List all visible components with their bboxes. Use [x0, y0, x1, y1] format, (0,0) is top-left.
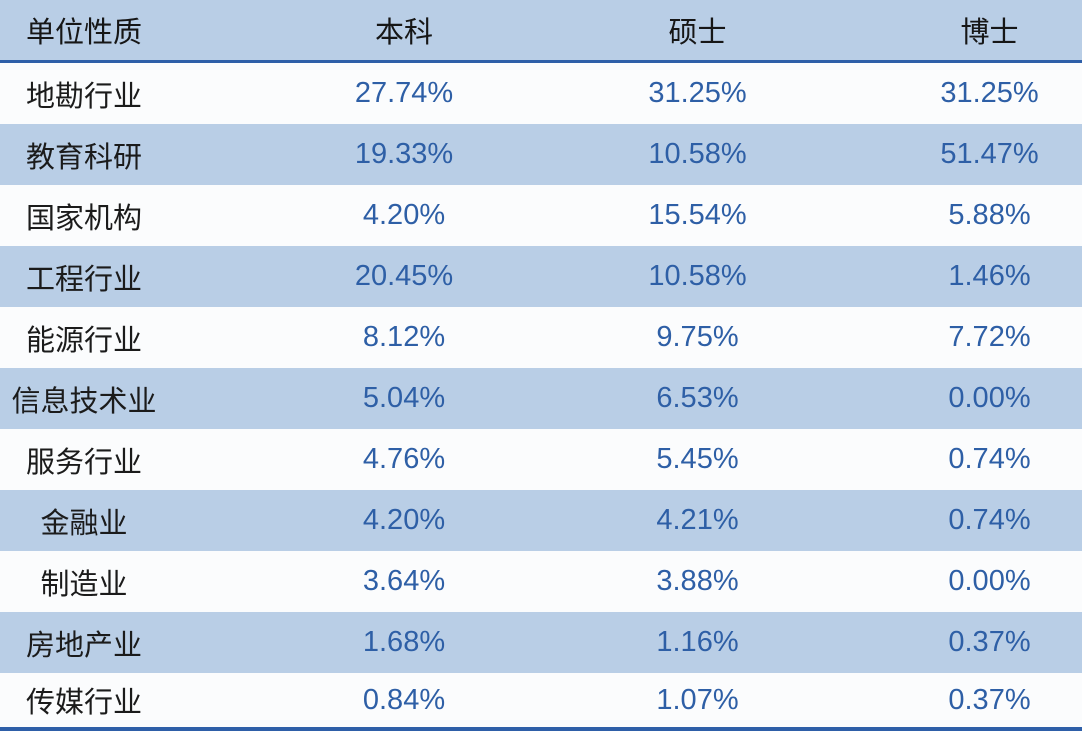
cell-value: 0.74% — [845, 490, 1082, 551]
header-row: 单位性质 本科 硕士 博士 — [0, 0, 1082, 63]
table-row: 制造业 3.64% 3.88% 0.00% — [0, 551, 1082, 612]
table-row: 房地产业 1.68% 1.16% 0.37% — [0, 612, 1082, 673]
column-header-bachelor: 本科 — [258, 0, 550, 63]
cell-value: 20.45% — [258, 246, 550, 307]
cell-value: 8.12% — [258, 307, 550, 368]
cell-value: 1.68% — [258, 612, 550, 673]
cell-value: 3.64% — [258, 551, 550, 612]
cell-value: 6.53% — [550, 368, 845, 429]
cell-value: 4.20% — [258, 490, 550, 551]
cell-value: 0.00% — [845, 368, 1082, 429]
cell-value: 31.25% — [845, 61, 1082, 124]
cell-value: 4.21% — [550, 490, 845, 551]
cell-value: 10.58% — [550, 124, 845, 185]
row-label: 工程行业 — [0, 246, 258, 307]
cell-value: 51.47% — [845, 124, 1082, 185]
cell-value: 0.84% — [258, 673, 550, 729]
table-row: 信息技术业 5.04% 6.53% 0.00% — [0, 368, 1082, 429]
cell-value: 5.45% — [550, 429, 845, 490]
cell-value: 10.58% — [550, 246, 845, 307]
row-label: 制造业 — [0, 551, 258, 612]
table-row: 服务行业 4.76% 5.45% 0.74% — [0, 429, 1082, 490]
column-header-doctor: 博士 — [845, 0, 1082, 63]
cell-value: 0.00% — [845, 551, 1082, 612]
row-label: 国家机构 — [0, 185, 258, 246]
cell-value: 5.04% — [258, 368, 550, 429]
row-label: 能源行业 — [0, 307, 258, 368]
cell-value: 1.07% — [550, 673, 845, 729]
cell-value: 15.54% — [550, 185, 845, 246]
table-row: 工程行业 20.45% 10.58% 1.46% — [0, 246, 1082, 307]
cell-value: 9.75% — [550, 307, 845, 368]
row-label: 金融业 — [0, 490, 258, 551]
cell-value: 3.88% — [550, 551, 845, 612]
cell-value: 31.25% — [550, 61, 845, 124]
table-row: 教育科研 19.33% 10.58% 51.47% — [0, 124, 1082, 185]
row-label: 地勘行业 — [0, 61, 258, 124]
column-header-master: 硕士 — [550, 0, 845, 63]
table-row: 传媒行业 0.84% 1.07% 0.37% — [0, 673, 1082, 729]
cell-value: 27.74% — [258, 61, 550, 124]
cell-value: 19.33% — [258, 124, 550, 185]
cell-value: 5.88% — [845, 185, 1082, 246]
cell-value: 0.37% — [845, 612, 1082, 673]
row-label: 传媒行业 — [0, 673, 258, 729]
table-row: 国家机构 4.20% 15.54% 5.88% — [0, 185, 1082, 246]
cell-value: 4.76% — [258, 429, 550, 490]
cell-value: 0.74% — [845, 429, 1082, 490]
cell-value: 0.37% — [845, 673, 1082, 729]
row-label: 服务行业 — [0, 429, 258, 490]
row-label: 信息技术业 — [0, 368, 258, 429]
row-label: 房地产业 — [0, 612, 258, 673]
row-label: 教育科研 — [0, 124, 258, 185]
cell-value: 4.20% — [258, 185, 550, 246]
cell-value: 1.46% — [845, 246, 1082, 307]
table-row: 金融业 4.20% 4.21% 0.74% — [0, 490, 1082, 551]
column-header-unit-type: 单位性质 — [0, 0, 258, 63]
cell-value: 1.16% — [550, 612, 845, 673]
table-row: 地勘行业 27.74% 31.25% 31.25% — [0, 61, 1082, 124]
cell-value: 7.72% — [845, 307, 1082, 368]
table-row: 能源行业 8.12% 9.75% 7.72% — [0, 307, 1082, 368]
